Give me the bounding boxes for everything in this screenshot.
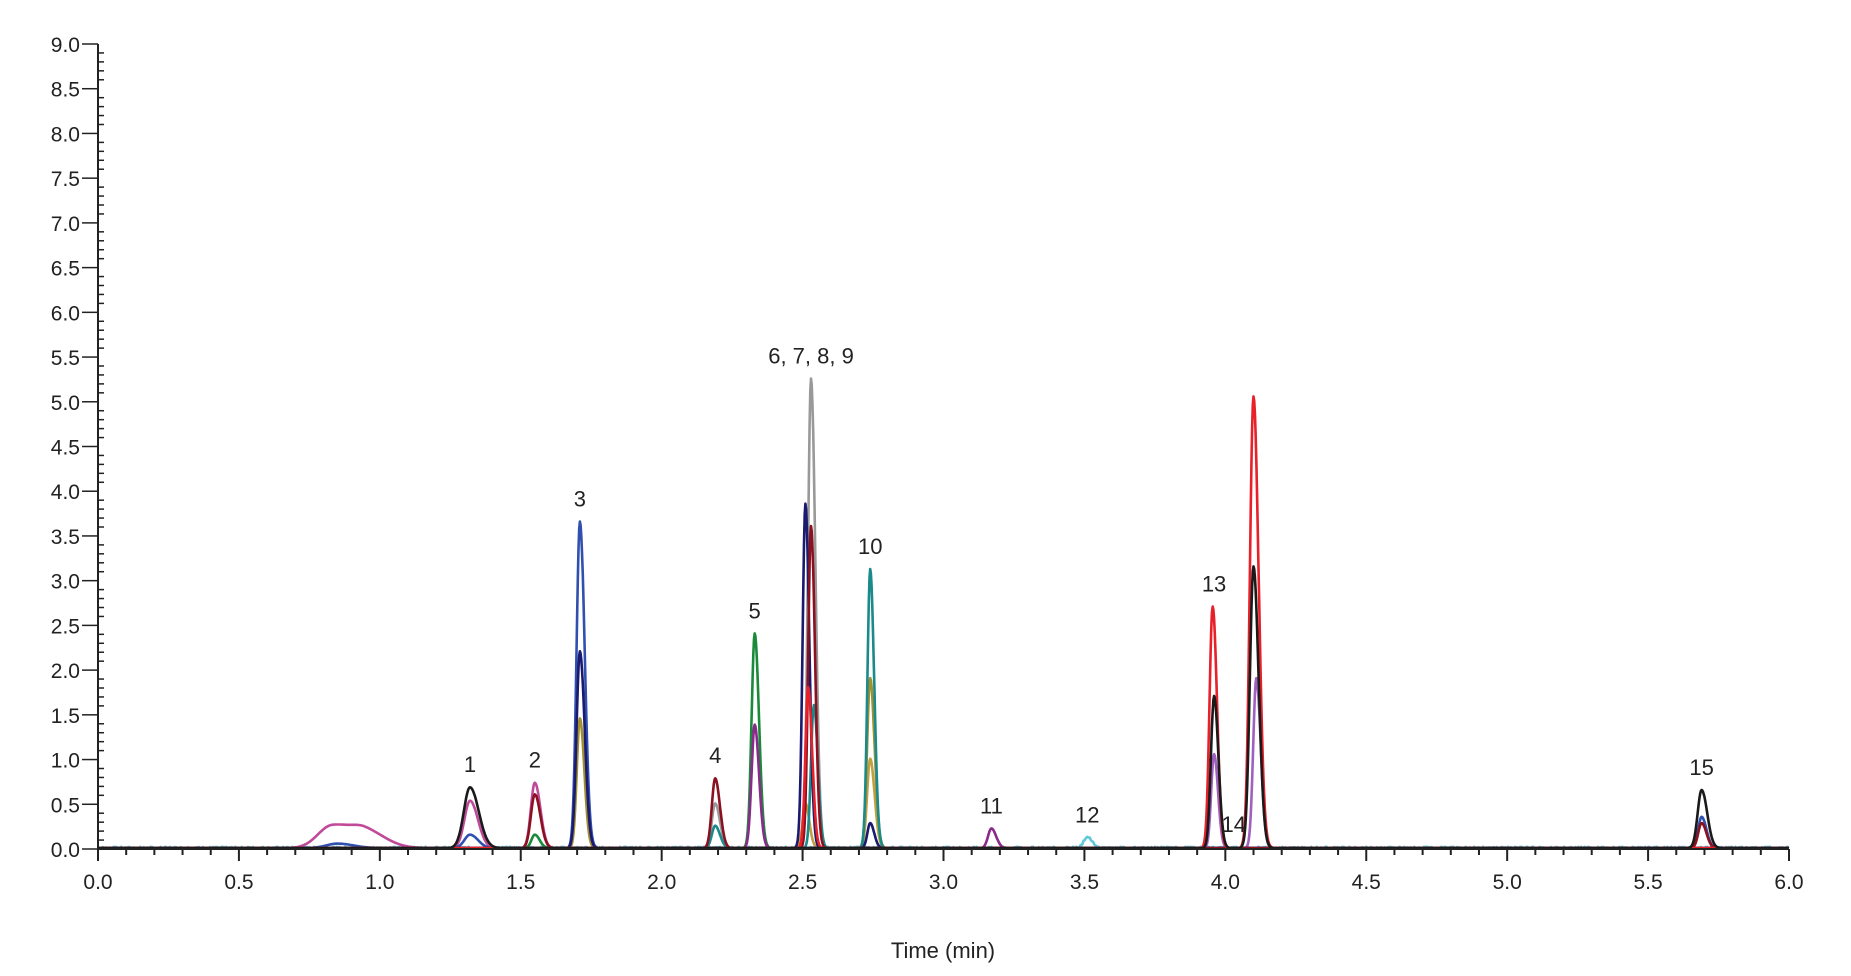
x-tick-label: 1.0 — [365, 871, 394, 894]
y-tick-label: 6.0 — [51, 302, 80, 325]
x-tick-label: 4.0 — [1211, 871, 1240, 894]
peak-label: 5 — [749, 598, 761, 623]
peak-label: 13 — [1202, 572, 1226, 597]
y-tick-label: 2.0 — [51, 660, 80, 683]
peak-label: 3 — [574, 487, 586, 512]
series-line-6 — [97, 632, 1790, 850]
x-tick-label: 0.0 — [83, 871, 112, 894]
y-tick-label: 3.5 — [51, 526, 80, 549]
y-tick-label: 0.5 — [51, 794, 80, 817]
y-tick-label: 4.5 — [51, 437, 80, 460]
y-tick-label: 4.0 — [51, 481, 80, 504]
series-line-12 — [97, 524, 1790, 850]
series-line-4 — [97, 676, 1790, 850]
peak-label: 2 — [529, 748, 541, 773]
x-tick-label: 2.0 — [647, 871, 676, 894]
series-line-13 — [97, 395, 1790, 850]
series-line-9 — [97, 781, 1790, 850]
y-tick-label: 1.0 — [51, 750, 80, 773]
y-tick-label: 7.0 — [51, 213, 80, 236]
x-tick-label: 1.5 — [506, 871, 535, 894]
x-tick-label: 6.0 — [1774, 871, 1803, 894]
series-line-5 — [97, 567, 1790, 850]
series-line-8 — [97, 676, 1790, 850]
x-tick-label: 5.5 — [1633, 871, 1662, 894]
y-tick-label: 6.5 — [51, 258, 80, 281]
peak-label: 11 — [980, 793, 1003, 818]
peak-label: 10 — [858, 534, 882, 559]
y-tick-label: 7.5 — [51, 168, 80, 191]
x-tick-label: 0.5 — [224, 871, 253, 894]
x-tick-label: 3.5 — [1070, 871, 1099, 894]
x-tick-label: 4.5 — [1352, 871, 1381, 894]
axes: 0.0 0.5 1.0 1.5 2.0 2.5 3.0 3.5 4.0 4.5 5.0 5.5 6.0 6… — [51, 34, 1804, 894]
y-tick-label: 1.5 — [51, 705, 80, 728]
x-tick-label: 3.0 — [929, 871, 958, 894]
y-tick-label: 0.0 — [51, 839, 80, 862]
y-tick-label: 8.0 — [51, 123, 80, 146]
series-line-2 — [97, 377, 1790, 850]
peak-label: 4 — [709, 743, 721, 768]
series-layer — [97, 377, 1790, 850]
y-tick-label: 9.0 — [51, 34, 80, 57]
series-line-11 — [97, 502, 1790, 850]
series-line-14 — [97, 565, 1790, 850]
series-line-3 — [97, 757, 1790, 850]
y-tick-label: 2.5 — [51, 615, 80, 638]
peak-label: 1 — [464, 752, 476, 777]
series-line-7 — [97, 723, 1790, 850]
series-line-10 — [97, 520, 1790, 850]
x-tick-label: 5.0 — [1493, 871, 1522, 894]
x-axis-title: Time (min) — [891, 938, 995, 963]
peak-label: 15 — [1689, 755, 1713, 780]
y-tick-label: 5.5 — [51, 347, 80, 370]
peak-label: 12 — [1075, 802, 1099, 827]
y-tick-label: 3.0 — [51, 571, 80, 594]
peak-label: 14 — [1222, 812, 1246, 837]
peak-label: 6, 7, 8, 9 — [768, 343, 854, 368]
y-tick-label: 5.0 — [51, 392, 80, 415]
x-tick-label: 2.5 — [788, 871, 817, 894]
y-tick-label: 8.5 — [51, 79, 80, 102]
